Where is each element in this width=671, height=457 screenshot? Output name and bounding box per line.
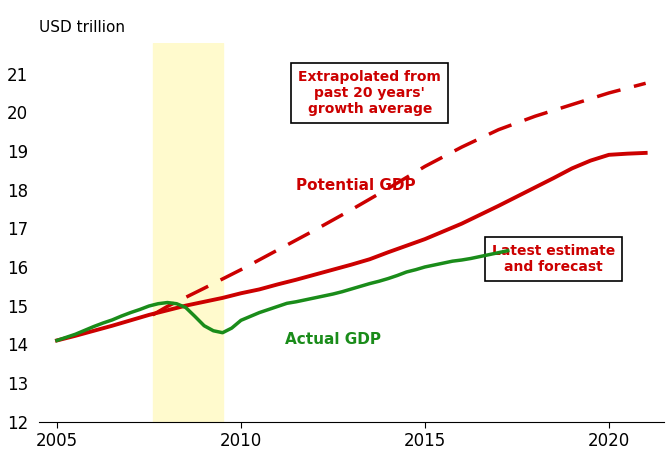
Text: Extrapolated from
past 20 years'
growth average: Extrapolated from past 20 years' growth … [299, 70, 441, 116]
Text: Latest estimate
and forecast: Latest estimate and forecast [492, 244, 615, 274]
Text: Actual GDP: Actual GDP [285, 332, 381, 347]
Text: Potential GDP: Potential GDP [296, 178, 416, 193]
Bar [153, 43, 223, 422]
Text: USD trillion: USD trillion [39, 20, 125, 35]
